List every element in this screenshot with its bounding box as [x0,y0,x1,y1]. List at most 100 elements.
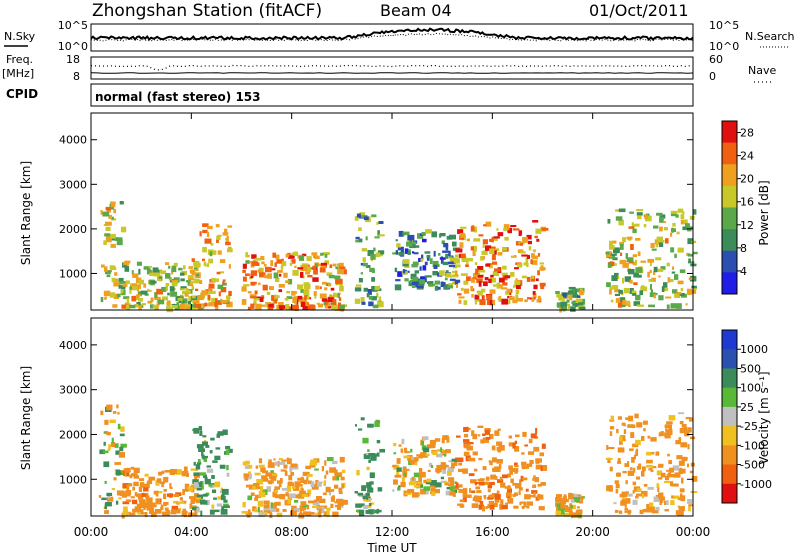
echo-cell [411,492,419,498]
echo-cell [134,506,141,512]
echo-cell [163,476,169,483]
echo-cell [449,278,456,281]
echo-cell [609,466,613,472]
echo-cell [104,510,109,514]
echo-cell [526,263,529,268]
echo-cell [252,506,257,512]
echo-cell [215,304,219,311]
echo-cell [358,278,363,283]
echo-cell [286,290,291,294]
echo-cell [193,267,197,270]
echo-cell [193,260,200,267]
echo-cell [332,299,337,305]
echo-cell [110,243,116,248]
echo-cell [478,504,484,510]
echo-cell [337,269,344,275]
echo-cell [150,297,154,302]
echo-cell [263,478,269,482]
echo-cell [394,267,398,273]
echo-cell [114,462,122,465]
echo-cell [261,295,265,299]
echo-cell [377,301,384,308]
echo-cell [366,466,370,471]
echo-cell [376,292,379,298]
echo-cell [675,214,679,218]
echo-cell [491,236,494,243]
echo-cell [411,264,418,268]
echo-cell [260,510,263,513]
echo-cell [510,478,514,484]
echo-cell [171,266,177,273]
echo-cell [651,248,657,251]
echo-cell [626,300,631,305]
echo-cell [676,231,680,235]
echo-cell [119,446,124,452]
echo-cell [685,223,690,227]
echo-cell [134,304,139,308]
echo-cell [106,404,113,411]
echo-cell [512,442,516,449]
echo-cell [537,270,540,276]
echo-cell [199,430,203,436]
echo-cell [401,246,404,252]
echo-cell [369,509,374,515]
echo-cell [363,287,369,292]
echo-cell [123,261,130,266]
echo-cell [213,497,217,500]
echo-cell [681,424,687,428]
echo-cell [198,481,203,485]
y-tick-label: 3000 [59,384,87,397]
echo-cell [329,264,333,269]
echo-cell [179,287,185,291]
echo-cell [447,466,454,473]
echo-cell [557,508,563,514]
echo-cell [476,278,483,283]
echo-cell [502,282,508,286]
echo-cell [200,499,206,505]
echo-cell [525,257,529,264]
echo-cell [478,234,484,237]
echo-cell [212,460,218,463]
echo-cell [558,296,564,301]
echo-cell [679,488,685,493]
echo-cell [365,509,372,514]
echo-cell [254,472,261,476]
echo-cell [200,510,203,516]
echo-cell [647,258,655,263]
echo-cell [319,286,322,289]
echo-cell [126,484,129,489]
echo-cell [102,450,109,454]
echo-cell [132,486,135,491]
echo-cell [414,270,419,274]
echo-cell [446,437,450,443]
echo-cell [149,505,154,509]
echo-cell [276,508,280,512]
echo-cell [671,227,674,233]
echo-cell [404,451,410,454]
echo-cell [355,236,360,240]
echo-cell [332,263,337,267]
echo-cell [223,495,226,499]
echo-cell [678,469,686,474]
nave-label: Nave [748,64,776,77]
echo-cell [204,302,207,307]
echo-cell [400,481,406,488]
echo-cell [668,428,673,433]
echo-cell [330,496,335,502]
echo-cell [223,499,228,503]
echo-cell [421,455,427,458]
echo-cell [184,292,189,297]
echo-cell [416,284,421,289]
echo-cell [225,445,231,450]
echo-cell [614,509,619,513]
echo-cell [257,500,264,507]
echo-cell [163,489,167,492]
echo-cell [191,286,195,291]
echo-cell [246,484,249,488]
echo-cell [203,457,207,462]
echo-cell [509,469,514,475]
echo-cell [204,477,208,480]
echo-cell [519,251,526,254]
echo-cell [512,482,516,486]
